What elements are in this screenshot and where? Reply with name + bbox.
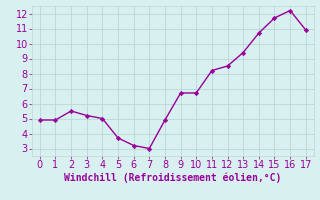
X-axis label: Windchill (Refroidissement éolien,°C): Windchill (Refroidissement éolien,°C) [64, 173, 282, 183]
